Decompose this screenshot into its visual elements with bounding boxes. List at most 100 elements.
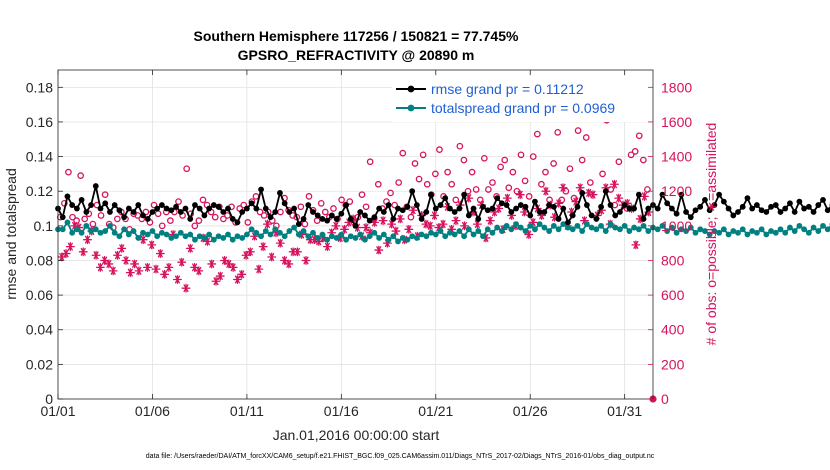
rmse-point [107, 209, 113, 215]
rmse-point [59, 214, 66, 221]
assimilated-point [558, 183, 568, 193]
totalspread-point [706, 231, 713, 238]
totalspread-point [182, 233, 189, 240]
assimilated-point [460, 221, 469, 231]
totalspread-point [144, 231, 151, 238]
rmse-point [362, 212, 368, 219]
rmse-point [225, 205, 231, 212]
rmse-point [583, 202, 590, 208]
rmse-point [716, 191, 723, 198]
totalspread-point [418, 231, 425, 238]
totalspread-point [125, 231, 132, 238]
rmse-point [725, 205, 732, 212]
rmse-point [546, 202, 553, 208]
rmse-point [338, 210, 345, 217]
rmse-point [645, 205, 652, 212]
assimilated-point [117, 243, 127, 253]
rmse-point [588, 212, 595, 219]
possible-point [468, 168, 476, 176]
possible-point [224, 212, 231, 219]
totalspread-point [815, 228, 822, 234]
totalspread-point [243, 231, 250, 238]
rmse-point [527, 212, 534, 219]
assimilated-point [232, 275, 242, 284]
rmse-point [782, 205, 789, 212]
rmse-point [305, 202, 312, 208]
rmse-point [328, 212, 335, 219]
rmse-point [805, 203, 812, 210]
assimilated-point [387, 219, 397, 229]
rmse-point [791, 209, 798, 215]
rmse-point [787, 200, 793, 207]
possible-point [240, 201, 248, 209]
rmse-point [593, 216, 600, 222]
assimilated-point [464, 193, 474, 203]
totalspread-point [437, 228, 444, 234]
rmse-point [659, 191, 666, 198]
assimilated-point [108, 266, 118, 276]
y-right-tick-label: 200 [661, 356, 685, 372]
assimilated-point [164, 262, 174, 272]
totalspread-point [522, 228, 529, 234]
x-tick-label: 01/11 [230, 403, 264, 419]
rmse-point [206, 205, 213, 212]
legend-box [392, 76, 648, 122]
possible-point [448, 180, 456, 188]
totalspread-point [196, 233, 203, 240]
rmse-point [376, 205, 383, 212]
possible-point [542, 168, 549, 176]
possible-point [158, 222, 166, 230]
rmse-point [560, 205, 567, 212]
possible-point [391, 201, 398, 209]
totalspread-point [328, 233, 335, 240]
totalspread-point [810, 224, 817, 231]
totalspread-point [532, 226, 538, 233]
totalspread-point [820, 222, 826, 229]
rmse-point [796, 198, 803, 205]
totalspread-point [64, 219, 71, 226]
rmse-point [399, 207, 406, 214]
possible-point [423, 180, 431, 188]
totalspread-point [192, 236, 198, 243]
possible-point [305, 193, 313, 200]
assimilated-point [134, 266, 144, 276]
y-left-tick-label: 0.06 [26, 287, 53, 303]
rmse-point [428, 191, 434, 198]
rmse-point [550, 203, 557, 210]
assimilated-point [177, 257, 187, 267]
possible-point [395, 179, 403, 186]
rmse-point [319, 216, 326, 222]
totalspread-point [168, 235, 175, 241]
possible-point [550, 160, 557, 167]
totalspread-point [451, 231, 458, 238]
assimilated-point [322, 242, 332, 252]
rmse-point [456, 205, 463, 212]
possible-point [432, 170, 439, 178]
totalspread-point [550, 222, 557, 229]
totalspread-point [824, 226, 830, 233]
rmse-point [116, 207, 123, 214]
rmse-point [730, 212, 737, 219]
totalspread-point [697, 226, 704, 233]
totalspread-point [635, 226, 642, 233]
possible-point [615, 158, 623, 166]
totalspread-point [801, 226, 808, 233]
totalspread-point [541, 224, 548, 231]
rmse-point [173, 203, 179, 210]
totalspread-point [744, 231, 751, 238]
rmse-point [158, 202, 165, 208]
rmse-point [343, 202, 349, 208]
rmse-point [78, 196, 85, 203]
rmse-point [678, 191, 685, 198]
rmse-point [768, 203, 774, 210]
rmse-point [565, 219, 571, 226]
rmse-point [324, 217, 331, 224]
possible-point [627, 151, 635, 159]
assimilated-point [485, 216, 495, 226]
rmse-point [503, 202, 510, 208]
assimilated-point [408, 205, 418, 215]
rmse-point [772, 202, 779, 208]
assimilated-point [245, 247, 255, 257]
possible-point [497, 163, 504, 171]
rmse-point [229, 216, 236, 222]
